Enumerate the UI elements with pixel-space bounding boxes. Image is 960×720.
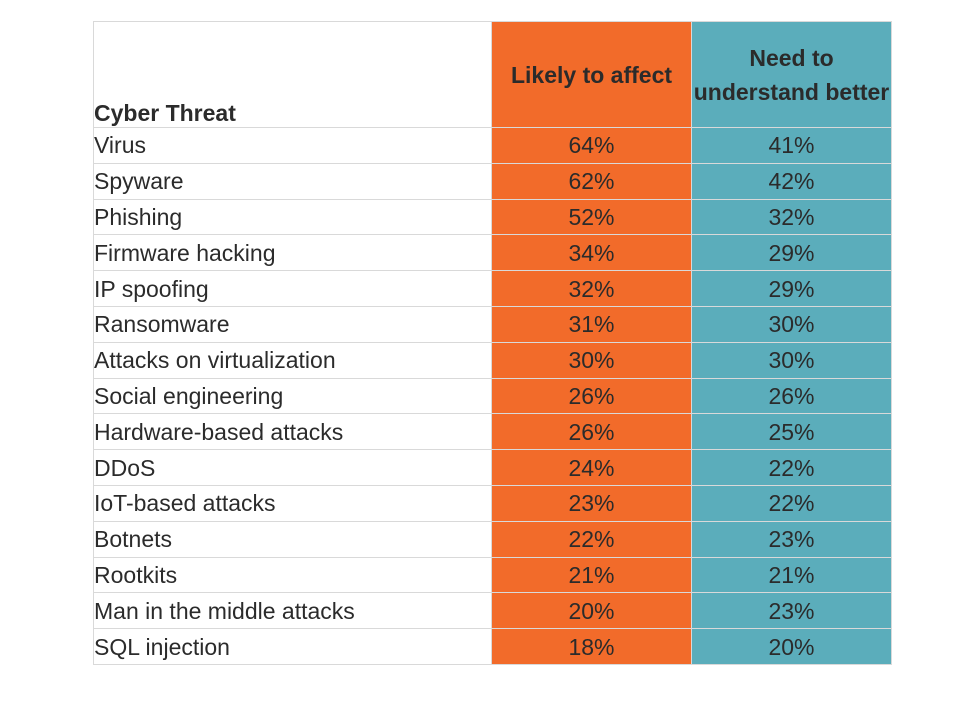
likely-to-affect-cell: 21% — [491, 556, 692, 594]
threat-name-cell: IP spoofing — [93, 270, 492, 307]
likely-to-affect-cell: 26% — [491, 413, 692, 451]
threat-name-cell: Phishing — [93, 198, 492, 236]
need-to-understand-cell: 21% — [691, 556, 892, 594]
table-row: Virus 64% 41% — [93, 127, 892, 164]
need-to-understand-cell: 30% — [691, 341, 892, 379]
cyber-threat-table: Cyber Threat Likely to affect Need to un… — [93, 21, 892, 665]
threat-name-cell: Virus — [93, 127, 492, 164]
table-row: Firmware hacking 34% 29% — [93, 234, 892, 272]
need-to-understand-cell: 29% — [691, 270, 892, 307]
table-row: Attacks on virtualization 30% 30% — [93, 341, 892, 379]
likely-to-affect-cell: 64% — [491, 127, 692, 164]
likely-to-affect-cell: 24% — [491, 449, 692, 486]
need-to-understand-cell: 23% — [691, 520, 892, 558]
likely-to-affect-cell: 31% — [491, 305, 692, 343]
table-row: DDoS 24% 22% — [93, 449, 892, 486]
header-likely-to-affect: Likely to affect — [491, 21, 692, 128]
table-row: Man in the middle attacks 20% 23% — [93, 592, 892, 630]
threat-name-cell: Spyware — [93, 162, 492, 200]
threat-name-cell: IoT-based attacks — [93, 484, 492, 522]
need-to-understand-cell: 22% — [691, 484, 892, 522]
table-row: Hardware-based attacks 26% 25% — [93, 413, 892, 451]
header-need-to-understand-better: Need to understand better — [691, 21, 892, 128]
need-to-understand-cell: 25% — [691, 413, 892, 451]
threat-name-cell: Man in the middle attacks — [93, 592, 492, 630]
likely-to-affect-cell: 22% — [491, 520, 692, 558]
likely-to-affect-cell: 30% — [491, 341, 692, 379]
threat-name-cell: Hardware-based attacks — [93, 413, 492, 451]
likely-to-affect-cell: 32% — [491, 270, 692, 307]
need-to-understand-cell: 29% — [691, 234, 892, 272]
need-to-understand-cell: 30% — [691, 305, 892, 343]
table-row: Spyware 62% 42% — [93, 162, 892, 200]
header-row: Cyber Threat Likely to affect Need to un… — [93, 21, 892, 128]
likely-to-affect-cell: 34% — [491, 234, 692, 272]
table-body: Virus 64% 41% Spyware 62% 42% Phishing 52% 32% Fi… — [93, 127, 892, 665]
table-row: IoT-based attacks 23% 22% — [93, 484, 892, 522]
table-row: SQL injection 18% 20% — [93, 628, 892, 665]
threat-name-cell: Social engineering — [93, 377, 492, 415]
threat-name-cell: DDoS — [93, 449, 492, 486]
need-to-understand-cell: 41% — [691, 127, 892, 164]
table-row: IP spoofing 32% 29% — [93, 270, 892, 307]
likely-to-affect-cell: 62% — [491, 162, 692, 200]
table-row: Phishing 52% 32% — [93, 198, 892, 236]
table-row: Rootkits 21% 21% — [93, 556, 892, 594]
likely-to-affect-cell: 18% — [491, 628, 692, 665]
threat-name-cell: Rootkits — [93, 556, 492, 594]
table-row: Botnets 22% 23% — [93, 520, 892, 558]
likely-to-affect-cell: 52% — [491, 198, 692, 236]
threat-name-cell: Firmware hacking — [93, 234, 492, 272]
table-row: Ransomware 31% 30% — [93, 305, 892, 343]
need-to-understand-cell: 22% — [691, 449, 892, 486]
need-to-understand-cell: 26% — [691, 377, 892, 415]
threat-name-cell: Attacks on virtualization — [93, 341, 492, 379]
threat-name-cell: Ransomware — [93, 305, 492, 343]
need-to-understand-cell: 32% — [691, 198, 892, 236]
likely-to-affect-cell: 20% — [491, 592, 692, 630]
header-cyber-threat: Cyber Threat — [93, 21, 492, 128]
need-to-understand-cell: 23% — [691, 592, 892, 630]
threat-name-cell: SQL injection — [93, 628, 492, 665]
threat-name-cell: Botnets — [93, 520, 492, 558]
need-to-understand-cell: 42% — [691, 162, 892, 200]
need-to-understand-cell: 20% — [691, 628, 892, 665]
likely-to-affect-cell: 23% — [491, 484, 692, 522]
table-row: Social engineering 26% 26% — [93, 377, 892, 415]
likely-to-affect-cell: 26% — [491, 377, 692, 415]
